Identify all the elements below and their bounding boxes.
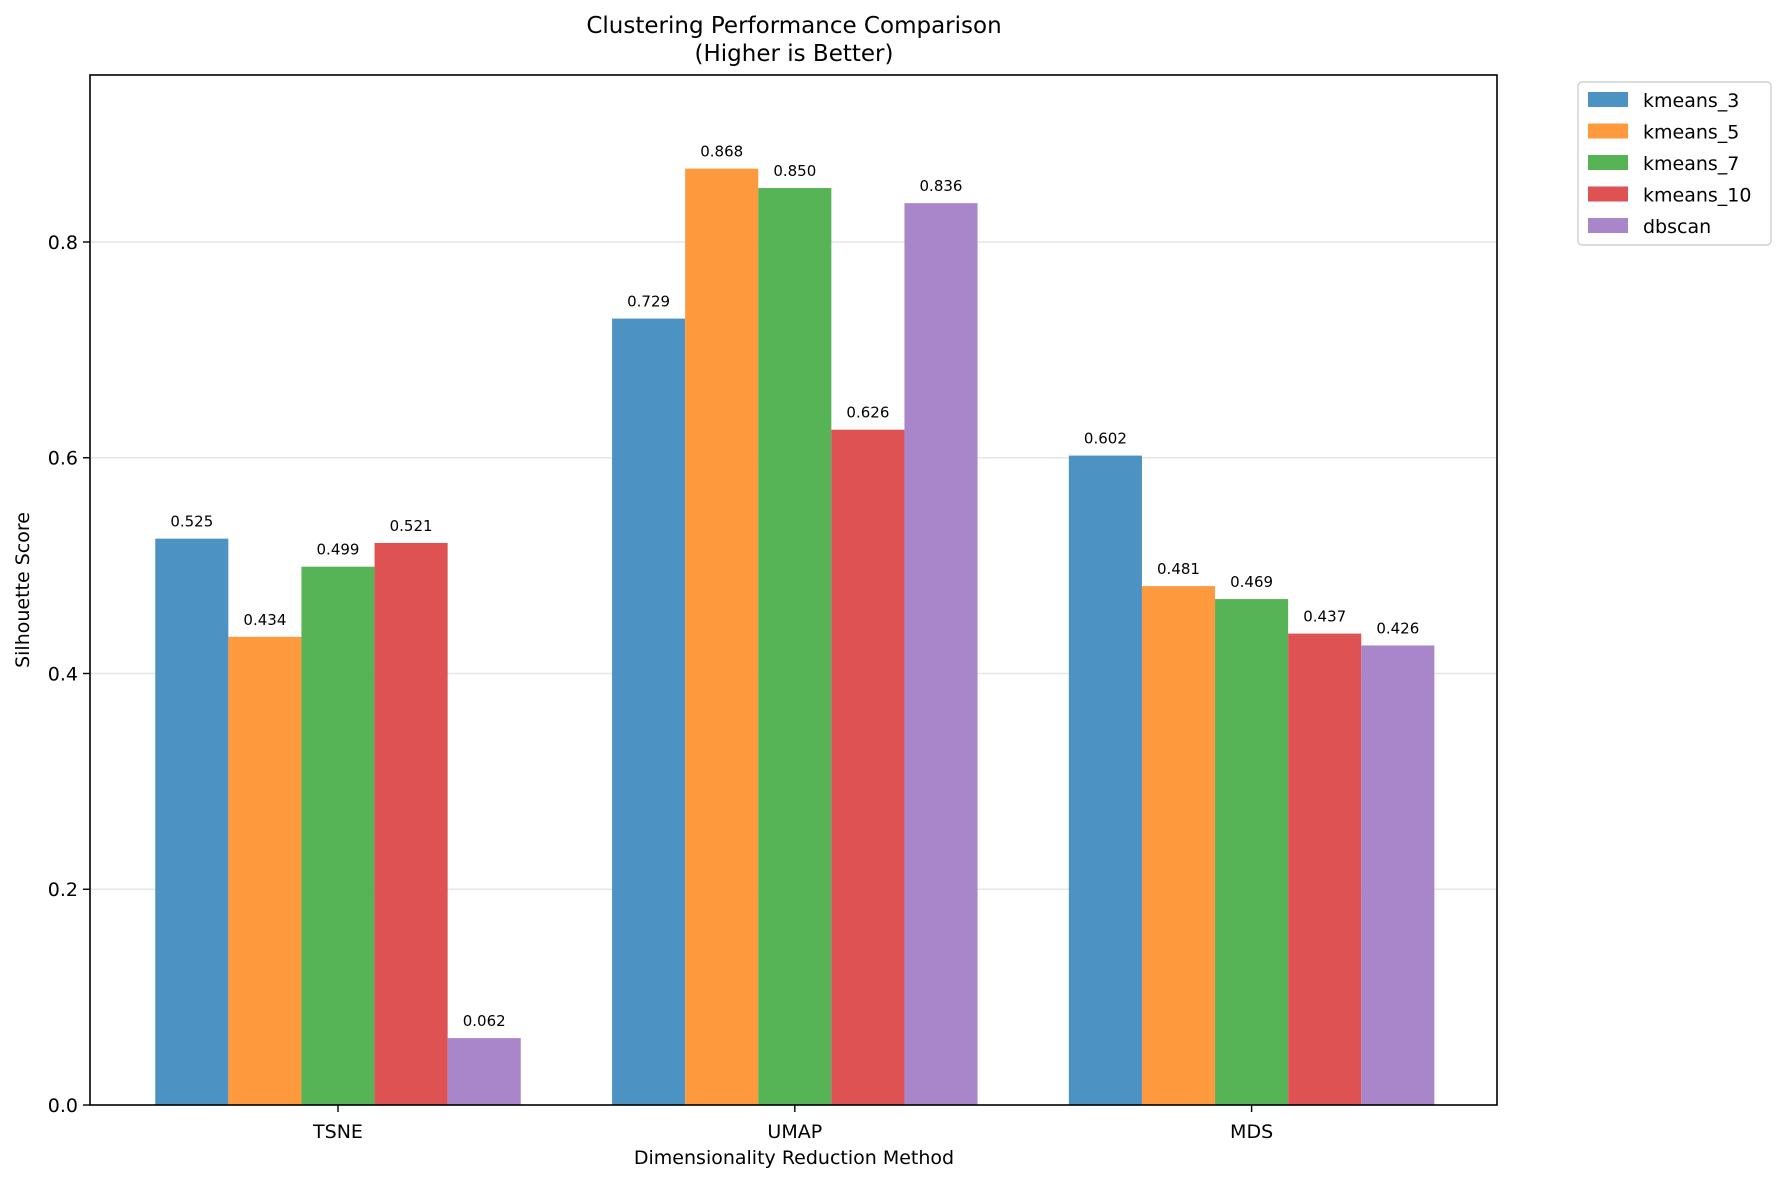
x-tick-label: UMAP: [767, 1121, 822, 1143]
legend-label: kmeans_5: [1643, 122, 1739, 144]
bar-kmeans_5-umap: [685, 169, 758, 1105]
y-tick-label: 0.2: [48, 879, 78, 901]
bar-dbscan-mds: [1361, 645, 1434, 1105]
bar-dbscan-umap: [904, 203, 977, 1105]
data-label: 0.729: [627, 293, 670, 311]
x-axis: TSNE UMAP MDS: [312, 1105, 1273, 1143]
data-label: 0.062: [463, 1012, 506, 1030]
data-label: 0.426: [1376, 619, 1419, 637]
legend-label: kmeans_10: [1643, 185, 1751, 207]
data-label: 0.521: [390, 517, 433, 535]
x-axis-label: Dimensionality Reduction Method: [634, 1147, 954, 1169]
bar-kmeans_10-mds: [1288, 634, 1361, 1105]
legend-label: dbscan: [1643, 216, 1711, 238]
bar-kmeans_5-tsne: [228, 637, 301, 1105]
chart-title-line2: (Higher is Better): [695, 41, 894, 67]
legend-swatch-kmeans_10: [1588, 187, 1628, 202]
y-axis: 0.0 0.2 0.4 0.6 0.8: [48, 232, 90, 1117]
data-label: 0.525: [170, 513, 213, 531]
bar-kmeans_10-tsne: [375, 543, 448, 1105]
y-tick-label: 0.8: [48, 232, 78, 254]
data-label: 0.602: [1084, 430, 1127, 448]
bar-kmeans_3-mds: [1069, 456, 1142, 1105]
bar-kmeans_7-mds: [1215, 599, 1288, 1105]
legend-label: kmeans_3: [1643, 90, 1739, 112]
bar-kmeans_7-umap: [758, 188, 831, 1105]
bar-kmeans_3-umap: [612, 319, 685, 1105]
legend-swatch-kmeans_5: [1588, 124, 1628, 139]
data-label: 0.437: [1303, 608, 1346, 626]
data-label: 0.868: [700, 143, 743, 161]
data-label: 0.469: [1230, 573, 1273, 591]
y-tick-label: 0.6: [48, 448, 78, 470]
data-label: 0.850: [773, 162, 816, 180]
data-label: 0.434: [243, 611, 286, 629]
bar-kmeans_5-mds: [1142, 586, 1215, 1105]
chart-title-line1: Clustering Performance Comparison: [586, 13, 1001, 39]
bars-layer: [155, 169, 1434, 1105]
data-label: 0.499: [317, 541, 360, 559]
legend-swatch-dbscan: [1588, 218, 1628, 233]
bar-dbscan-tsne: [448, 1038, 521, 1105]
y-tick-label: 0.4: [48, 663, 78, 685]
data-label: 0.626: [846, 404, 889, 422]
x-tick-label: MDS: [1230, 1121, 1273, 1143]
y-tick-label: 0.0: [48, 1095, 78, 1117]
legend-label: kmeans_7: [1643, 153, 1739, 175]
bar-kmeans_7-tsne: [301, 567, 374, 1105]
bar-kmeans_3-tsne: [155, 539, 228, 1105]
data-label: 0.481: [1157, 560, 1200, 578]
bar-kmeans_10-umap: [831, 430, 904, 1105]
legend-swatch-kmeans_7: [1588, 155, 1628, 170]
data-label: 0.836: [920, 177, 963, 195]
legend-swatch-kmeans_3: [1588, 92, 1628, 107]
legend: kmeans_3 kmeans_5 kmeans_7 kmeans_10dbscan: [1578, 82, 1771, 245]
y-axis-label: Silhouette Score: [12, 512, 34, 668]
x-tick-label: TSNE: [312, 1121, 363, 1143]
